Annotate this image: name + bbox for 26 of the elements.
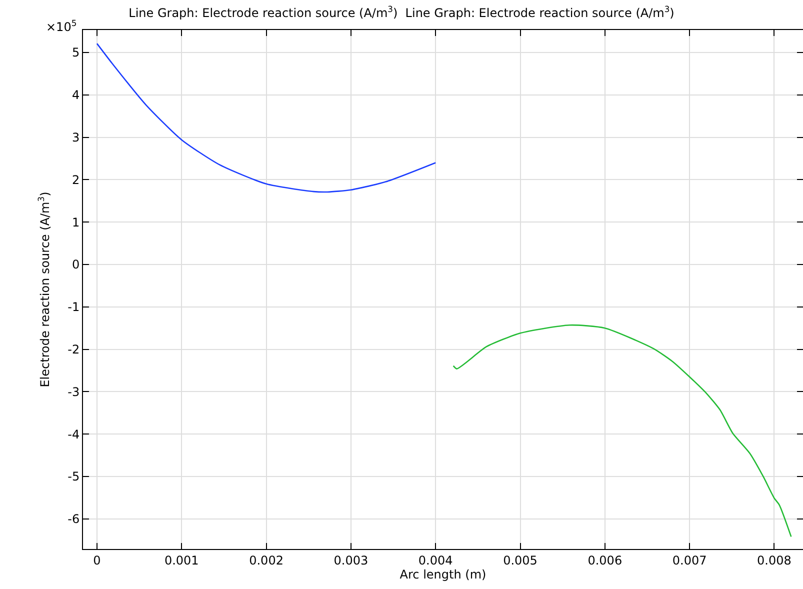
x-tick-label: 0.008 <box>757 553 792 568</box>
y-tick-label: 5 <box>72 46 80 60</box>
y-tick-label: -6 <box>68 512 80 526</box>
y-tick-label: 2 <box>72 172 80 187</box>
x-tick-label: 0.003 <box>334 553 368 568</box>
y-tick-label: 0 <box>72 258 80 272</box>
y-tick-label: -5 <box>68 470 80 484</box>
y-tick-label: -3 <box>68 384 80 399</box>
y-tick-label: -2 <box>68 342 80 356</box>
text: ×10$^{5}$ <box>46 18 77 34</box>
y-tick-label: 1 <box>72 215 80 230</box>
x-tick-label: 0.001 <box>164 553 199 568</box>
x-tick-label: 0.007 <box>672 553 707 568</box>
line-series <box>96 42 436 193</box>
x-axis-title: Arc length (m) <box>400 567 486 582</box>
x-tick-label: 0.006 <box>588 553 622 568</box>
x-tick-label: 0.004 <box>418 553 453 568</box>
x-tick-label: 0.002 <box>249 553 284 568</box>
x-tick-label: 0.005 <box>503 553 538 568</box>
y-tick-label: 3 <box>72 130 80 144</box>
y-tick-label: -1 <box>68 300 80 314</box>
y-tick-label: 4 <box>72 88 80 102</box>
x-tick-label: 0 <box>93 553 101 568</box>
chart-title: Line Graph: Electrode reaction source (A/m$^{3}$) Line Graph: Electrode reaction source (A/m$^{3}$) <box>128 4 674 20</box>
y-tick-label: -4 <box>68 427 80 442</box>
line-series <box>452 324 792 538</box>
